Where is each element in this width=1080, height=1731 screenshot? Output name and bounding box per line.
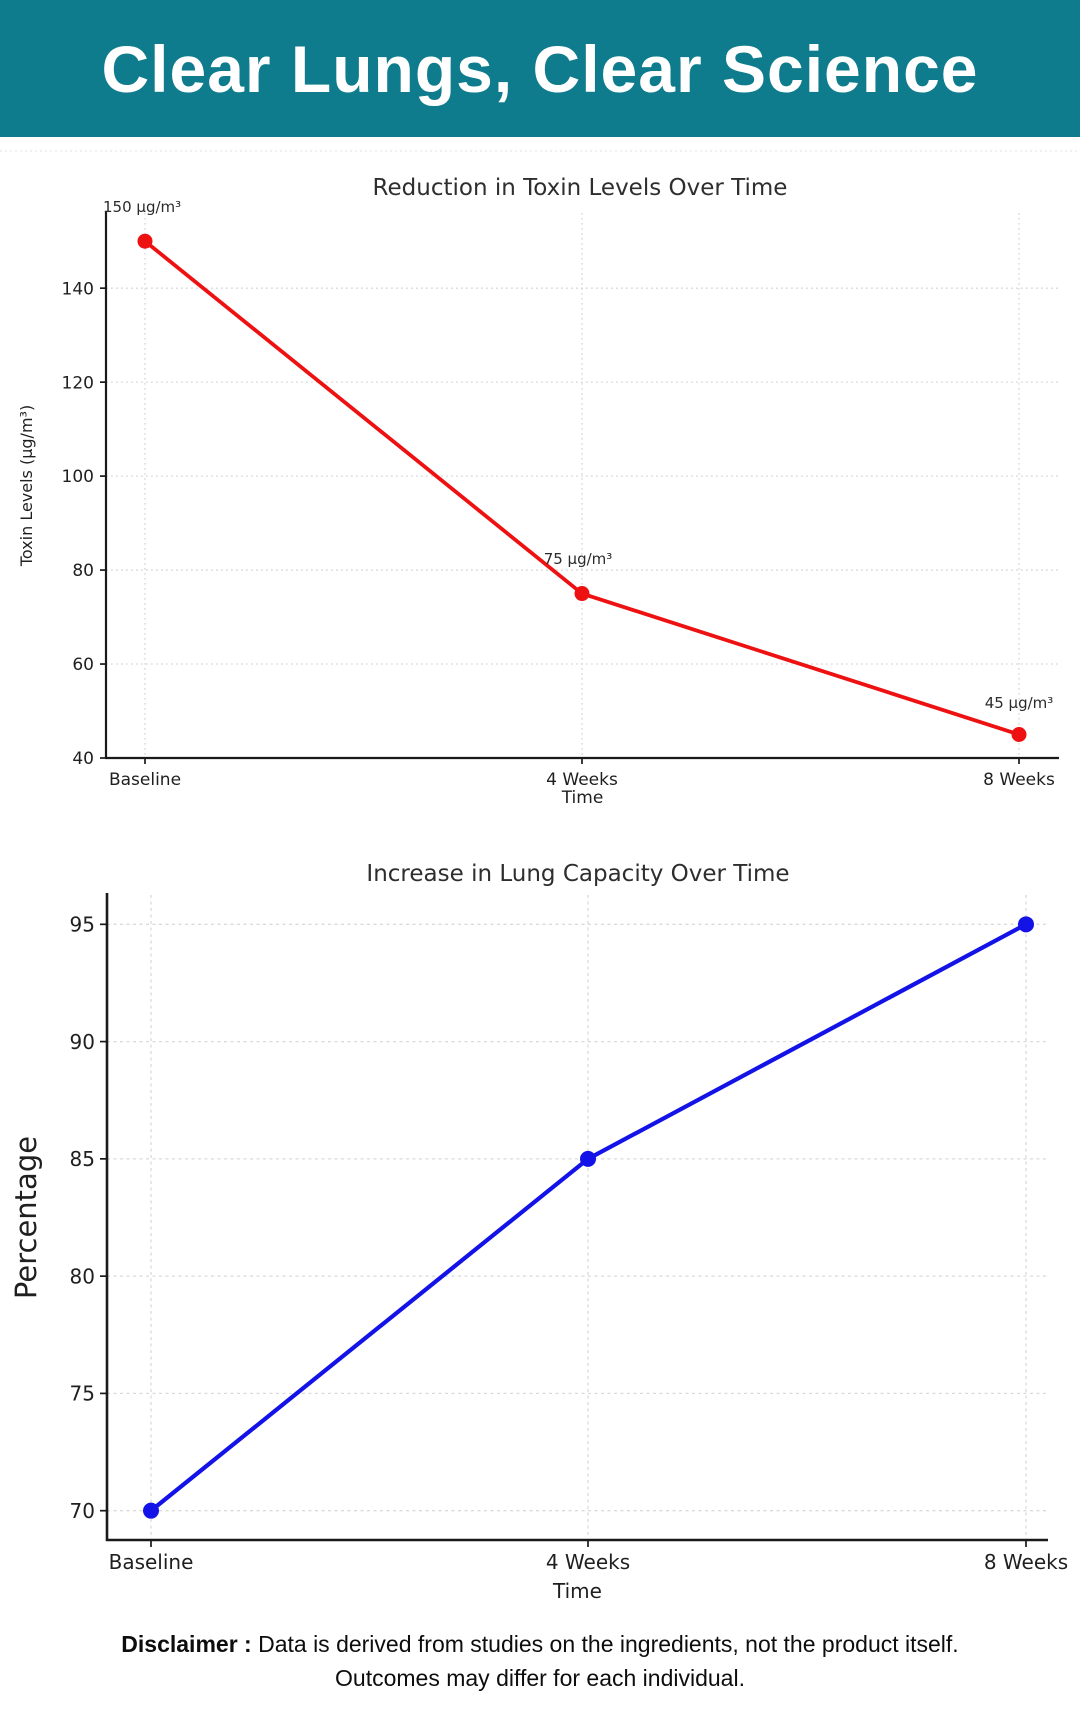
x-axis-label: Time [552,1579,602,1603]
chart-title: Increase in Lung Capacity Over Time [366,861,789,887]
data-point-2 [1011,727,1027,743]
x-tick-label: 4 Weeks [546,770,618,790]
y-tick-label: 100 [62,467,94,487]
data-point-2 [1018,916,1034,933]
lung-capacity-chart-svg: 70 75 80 85 90 95 Baseline 4 Weeks 8 Weeks Increa… [9,861,1068,1603]
x-tick-label: 8 Weeks [984,1550,1068,1574]
x-tick-label: Baseline [109,770,181,790]
y-tick-label: 85 [70,1147,95,1171]
point-annotation-2: 45 µg/m³ [985,694,1054,712]
toxin-levels-chart: 40 60 80 100 120 140 Baseline 4 Weeks 8 Weeks Red… [0,137,1080,817]
x-tick-label: 8 Weeks [983,770,1055,790]
y-tick-label: 75 [70,1382,95,1406]
y-tick-label: 80 [70,1264,95,1288]
disclaimer: Disclaimer : Data is derived from studie… [0,1617,1080,1695]
y-tick-label: 140 [62,279,94,299]
y-tick-label: 40 [72,749,94,769]
data-point-1 [580,1150,596,1167]
x-axis-label: Time [561,788,604,808]
point-annotation-1: 75 µg/m³ [544,550,613,568]
disclaimer-line2: Outcomes may differ for each individual. [335,1665,745,1691]
disclaimer-text: Disclaimer : Data is derived from studie… [60,1627,1020,1695]
y-tick-label: 70 [70,1499,95,1523]
point-annotation-0: 150 µg/m³ [103,198,181,216]
header-banner: Clear Lungs, Clear Science [0,0,1080,137]
disclaimer-label: Disclaimer : [121,1631,252,1657]
data-point-0 [137,233,153,249]
chart-title: Reduction in Toxin Levels Over Time [373,175,788,201]
page-title: Clear Lungs, Clear Science [101,31,979,106]
x-tick-label: 4 Weeks [546,1550,630,1574]
disclaimer-line1: Data is derived from studies on the ingr… [258,1631,959,1657]
data-point-1 [574,586,590,602]
y-tick-label: 120 [62,373,94,393]
lung-capacity-chart: 70 75 80 85 90 95 Baseline 4 Weeks 8 Weeks Increa… [0,817,1080,1617]
y-tick-label: 90 [70,1030,95,1054]
data-point-0 [143,1502,159,1519]
x-tick-label: Baseline [109,1550,194,1574]
data-line [143,239,1021,737]
y-tick-label: 80 [72,561,94,581]
y-tick-label: 60 [72,655,94,675]
y-axis-label: Percentage [9,1136,43,1299]
toxin-levels-chart-svg: 40 60 80 100 120 140 Baseline 4 Weeks 8 Weeks Red… [0,150,1080,808]
y-axis-label: Toxin Levels (µg/m³) [17,405,36,567]
y-tick-label: 95 [70,913,95,937]
